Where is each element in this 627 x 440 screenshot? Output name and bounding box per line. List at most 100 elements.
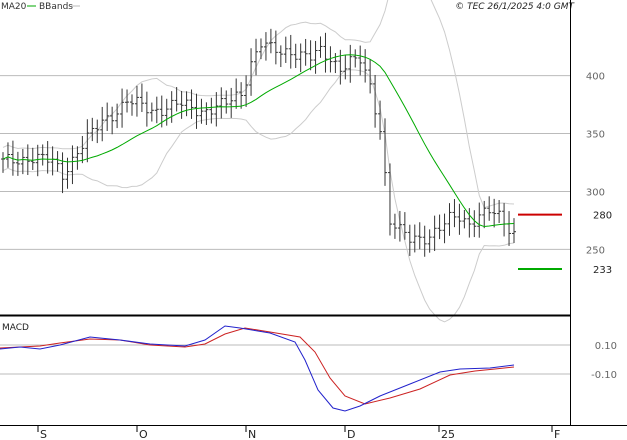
price-bar — [20, 148, 25, 175]
x-tick-label: 25 — [441, 428, 455, 440]
price-bar — [70, 145, 75, 185]
price-bar — [407, 224, 412, 256]
price-bar — [219, 87, 224, 119]
price-bar — [244, 75, 249, 107]
price-bar — [224, 90, 229, 114]
price-bar — [110, 106, 115, 135]
x-tick-label: O — [139, 428, 148, 440]
price-bar — [30, 147, 35, 170]
level-label-233: 233 — [593, 265, 612, 276]
price-bar — [273, 30, 278, 65]
macd-panel: MACD 0.10 -0.10 — [0, 323, 617, 412]
price-bar — [189, 89, 194, 119]
price-bar — [338, 49, 343, 85]
price-bar — [249, 48, 254, 96]
bbands-legend-label: BBands — [39, 2, 73, 12]
price-bar — [229, 87, 234, 118]
price-bar — [507, 211, 512, 246]
price-y-tick-label: 350 — [586, 130, 605, 141]
price-bar — [75, 146, 80, 170]
x-tick-label: F — [554, 428, 560, 440]
macd-title: MACD — [2, 323, 29, 333]
price-bar — [239, 82, 244, 109]
price-bar — [125, 89, 130, 113]
price-bar — [502, 203, 507, 237]
price-bar — [343, 55, 348, 80]
price-bar — [298, 43, 303, 73]
price-y-tick-label: 300 — [586, 187, 605, 198]
price-bar — [129, 94, 134, 116]
macd-line — [0, 325, 515, 412]
price-bar — [179, 90, 184, 119]
price-bar — [154, 96, 159, 124]
price-bars — [1, 28, 516, 257]
price-bar — [65, 157, 70, 189]
price-bar — [442, 213, 447, 244]
price-levels: 280 233 — [518, 211, 612, 276]
price-bar — [417, 222, 422, 250]
price-bar — [402, 212, 407, 240]
price-bar — [487, 196, 492, 221]
price-bar — [383, 118, 388, 186]
price-bar — [467, 208, 472, 238]
price-bar — [15, 151, 20, 176]
price-bar — [288, 34, 293, 69]
price-y-axis: 250 300 350 400 — [586, 72, 605, 257]
price-bar — [169, 91, 174, 123]
price-bar — [497, 200, 502, 224]
ma20-line-group — [2, 54, 515, 228]
price-bar — [144, 91, 149, 127]
price-bar — [5, 142, 10, 168]
price-bar — [204, 102, 209, 125]
macd-y-tick-label: -0.10 — [591, 370, 617, 381]
price-bar — [427, 229, 432, 253]
price-bar — [303, 38, 308, 66]
price-gridlines — [0, 75, 570, 250]
price-bar — [263, 32, 268, 61]
price-bar — [90, 117, 95, 142]
price-bar — [492, 198, 497, 228]
price-bar — [134, 85, 139, 117]
price-bar — [35, 144, 40, 177]
price-bar — [477, 202, 482, 238]
price-bar — [348, 44, 353, 83]
price-bar — [447, 203, 452, 236]
price-bar — [120, 88, 125, 128]
price-bar — [308, 40, 313, 71]
price-bar — [387, 163, 392, 236]
price-bar — [194, 93, 199, 129]
price-bar — [278, 45, 283, 68]
price-y-tick-label: 400 — [586, 72, 605, 83]
price-bar — [422, 225, 427, 257]
price-bar — [55, 151, 60, 172]
x-axis: S O N D 25 F — [37, 425, 560, 440]
ma20-line — [2, 54, 515, 228]
macd-lines — [0, 325, 515, 412]
price-bar — [184, 91, 189, 117]
level-label-280: 280 — [593, 211, 612, 222]
price-bar — [363, 49, 368, 83]
price-bar — [373, 74, 378, 128]
price-bar — [353, 49, 358, 68]
macd-y-axis: 0.10 -0.10 — [591, 341, 617, 381]
price-bar — [293, 43, 298, 69]
price-bar — [80, 135, 85, 164]
price-bar — [333, 53, 338, 74]
price-bar — [462, 209, 467, 229]
price-bar — [45, 141, 50, 174]
price-bar — [482, 200, 487, 229]
copyright-text: © TEC 26/1/2025 4:0 GMT — [455, 2, 575, 12]
price-bar — [40, 144, 45, 166]
price-bar — [323, 32, 328, 73]
price-bar — [174, 87, 179, 112]
price-bar — [199, 98, 204, 124]
x-tick-label: S — [40, 428, 47, 440]
price-bar — [452, 199, 457, 228]
ma20-legend-label: MA20 — [1, 2, 27, 12]
price-y-tick-label: 250 — [586, 245, 605, 256]
price-bar — [313, 40, 318, 74]
price-bar — [254, 38, 259, 76]
macd-signal-line — [0, 327, 515, 405]
price-bar — [283, 36, 288, 63]
